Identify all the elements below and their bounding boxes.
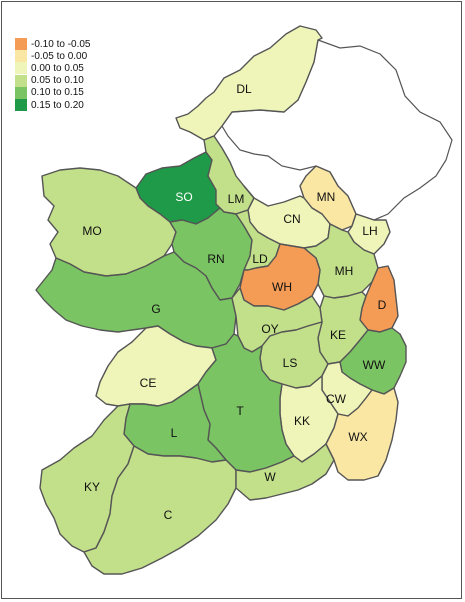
label-L: L	[171, 426, 178, 440]
legend-label: 0.15 to 0.20	[31, 99, 84, 111]
legend-swatch	[15, 86, 27, 99]
label-MN: MN	[317, 190, 336, 204]
label-C: C	[164, 508, 173, 522]
county-C[interactable]	[83, 445, 237, 575]
label-LD: LD	[252, 252, 268, 266]
legend-swatch	[15, 62, 27, 75]
label-KK: KK	[294, 414, 310, 428]
legend-swatch	[15, 99, 27, 112]
county-WX[interactable]	[325, 387, 399, 481]
legend-label: 0.00 to 0.05	[31, 62, 84, 74]
label-D: D	[378, 298, 387, 312]
label-CN: CN	[283, 212, 300, 226]
legend-label: 0.05 to 0.10	[31, 75, 84, 87]
label-LS: LS	[283, 356, 298, 370]
label-CE: CE	[140, 376, 157, 390]
legend-item: -0.05 to 0.00	[15, 50, 90, 63]
label-WW: WW	[363, 358, 386, 372]
legend-item: 0.10 to 0.15	[15, 86, 90, 99]
legend-swatch	[15, 50, 27, 63]
label-T: T	[236, 404, 244, 418]
label-OY: OY	[261, 322, 278, 336]
county-DL[interactable]	[175, 25, 323, 141]
label-G: G	[151, 302, 160, 316]
label-SO: SO	[175, 190, 192, 204]
label-CW: CW	[326, 392, 347, 406]
legend-item: 0.00 to 0.05	[15, 62, 90, 75]
legend-label: 0.10 to 0.15	[31, 87, 84, 99]
label-LH: LH	[362, 224, 377, 238]
legend-label: -0.05 to 0.00	[31, 50, 88, 62]
legend: -0.10 to -0.05 -0.05 to 0.00 0.00 to 0.0…	[15, 38, 91, 112]
label-KE: KE	[330, 328, 346, 342]
county-W[interactable]	[235, 443, 335, 501]
legend-item: 0.15 to 0.20	[15, 99, 90, 112]
label-W: W	[264, 470, 276, 484]
legend-label: -0.10 to -0.05	[31, 38, 91, 50]
label-MH: MH	[335, 264, 354, 278]
legend-item: 0.05 to 0.10	[15, 74, 90, 87]
legend-swatch	[15, 38, 27, 51]
label-WX: WX	[348, 430, 367, 444]
label-DL: DL	[236, 82, 252, 96]
label-KY: KY	[84, 480, 100, 494]
legend-swatch	[15, 74, 27, 87]
label-RN: RN	[207, 252, 224, 266]
label-WH: WH	[272, 280, 292, 294]
legend-item: -0.10 to -0.05	[15, 38, 91, 51]
label-MO: MO	[82, 224, 101, 238]
label-LM: LM	[228, 192, 245, 206]
